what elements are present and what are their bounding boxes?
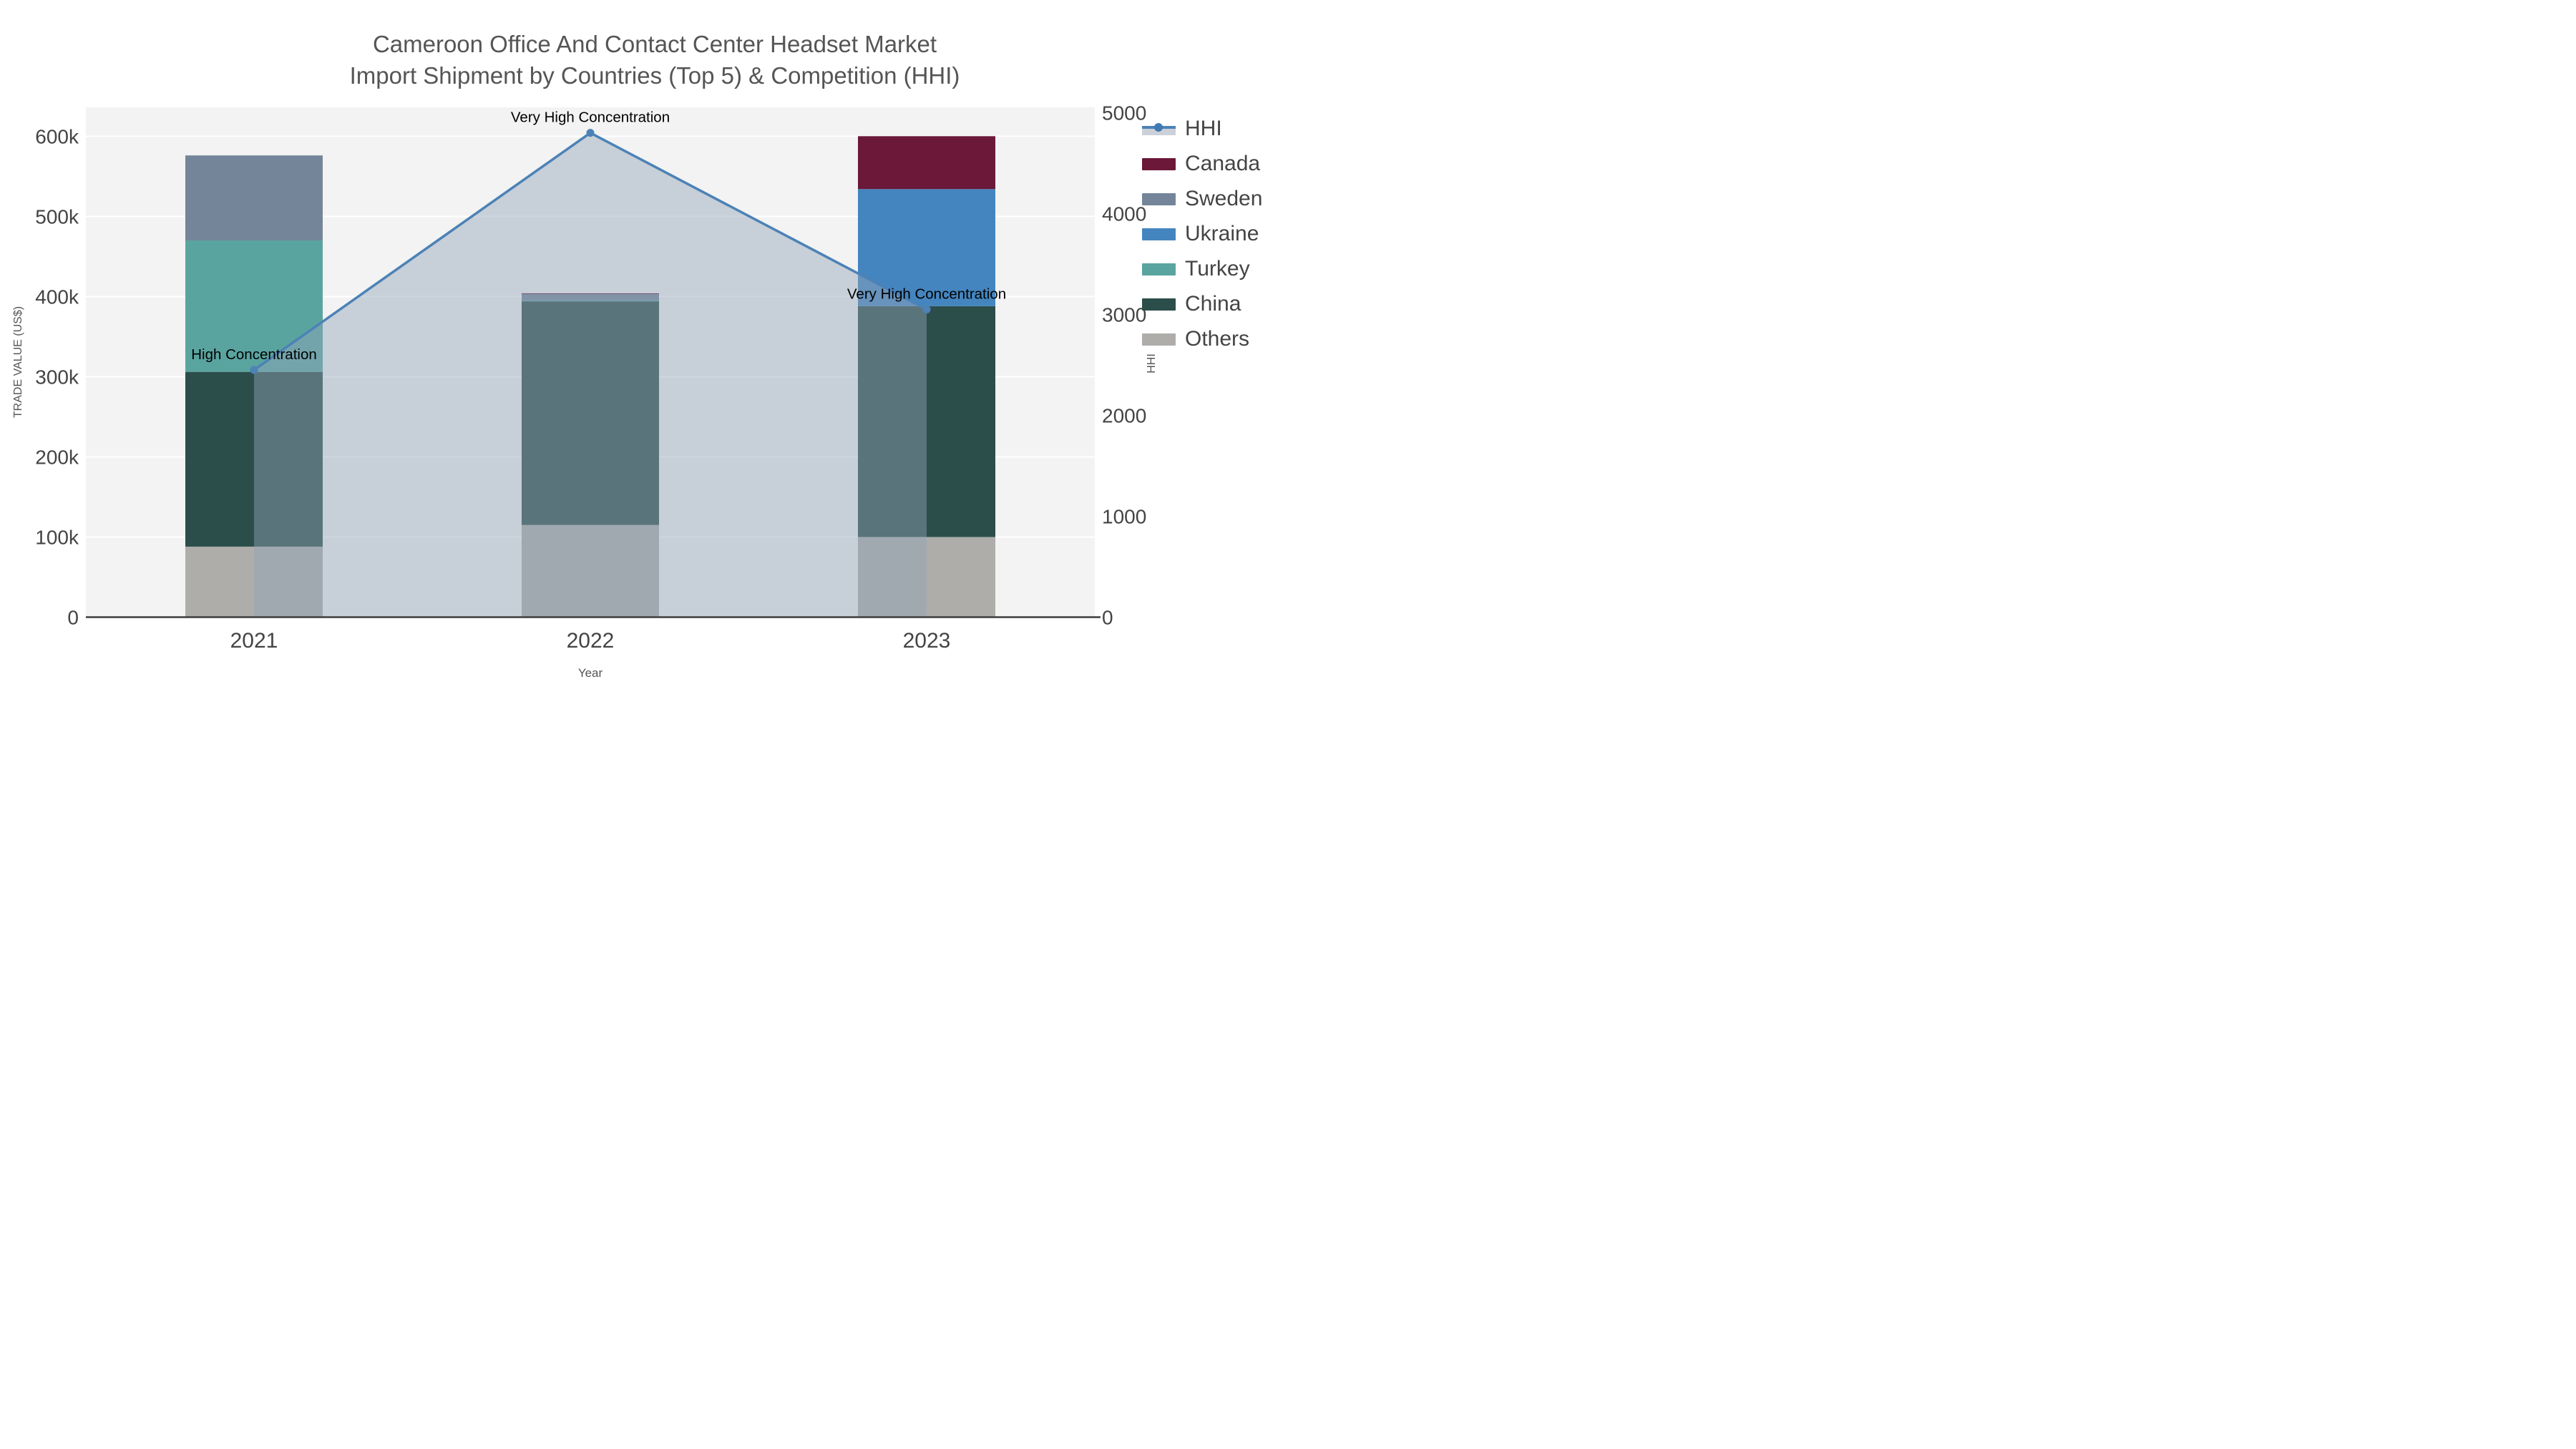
bar-segment-turkey-2021[interactable] — [185, 240, 323, 372]
bar-segment-sweden-2022[interactable] — [522, 294, 659, 301]
legend-color-swatch-icon — [1142, 333, 1176, 346]
legend-color-swatch-icon — [1142, 192, 1176, 205]
bar-segment-others-2023[interactable] — [858, 537, 995, 618]
legend-label: Ukraine — [1185, 222, 1259, 245]
y-left-axis-title: TRADE VALUE (US$) — [12, 306, 24, 418]
y-right-tick-label: 1000 — [1102, 505, 1146, 527]
legend-label: Others — [1185, 327, 1250, 351]
bar-segment-sweden-2021[interactable] — [185, 155, 323, 240]
y-left-tick-label: 300k — [35, 366, 79, 388]
bar-segment-china-2022[interactable] — [522, 301, 659, 525]
legend-label: China — [1185, 292, 1241, 316]
y-right-tick-label: 2000 — [1102, 404, 1146, 426]
legend-item-ukraine[interactable]: Ukraine — [1142, 220, 1262, 248]
legend-label: Turkey — [1185, 257, 1250, 280]
legend-item-hhi[interactable]: HHI — [1142, 114, 1262, 143]
legend-color-swatch-icon — [1142, 298, 1176, 311]
x-tick-label-2022: 2022 — [567, 629, 615, 653]
y-right-tick-label: 3000 — [1102, 303, 1146, 326]
chart-title: Cameroon Office And Contact Center Heads… — [0, 29, 1288, 92]
legend-label: Sweden — [1185, 187, 1263, 210]
y-left-tick-label: 500k — [35, 205, 79, 228]
hhi-area — [254, 132, 927, 618]
bar-segment-canada-2022[interactable] — [522, 293, 659, 295]
legend-color-swatch-icon — [1142, 228, 1176, 240]
legend-color-swatch-icon — [1142, 157, 1176, 170]
bar-segment-china-2021[interactable] — [185, 371, 323, 547]
y-left-tick-label: 200k — [35, 446, 79, 468]
y-right-tick-label: 0 — [1102, 607, 1113, 629]
hhi-line-swatch-icon — [1142, 121, 1176, 137]
hhi-marker-2021[interactable] — [250, 366, 258, 374]
bar-segment-others-2021[interactable] — [185, 546, 323, 618]
y-right-tick-label: 5000 — [1102, 102, 1146, 124]
bar-segment-others-2022[interactable] — [522, 525, 659, 618]
legend-item-canada[interactable]: Canada — [1142, 150, 1262, 178]
chart-title-line2: Import Shipment by Countries (Top 5) & C… — [349, 62, 960, 89]
chart-title-line1: Cameroon Office And Contact Center Heads… — [372, 31, 937, 57]
legend-item-turkey[interactable]: Turkey — [1142, 255, 1262, 283]
legend-item-others[interactable]: Others — [1142, 325, 1262, 353]
x-tick-label-2021: 2021 — [230, 629, 278, 653]
legend-color-swatch-icon — [1142, 263, 1176, 275]
annotation-2022: Very High Concentration — [511, 109, 670, 126]
hhi-marker-2023[interactable] — [922, 305, 931, 313]
y-left-tick-label: 100k — [35, 526, 79, 548]
annotation-2021: High Concentration — [191, 346, 317, 363]
y-right-tick-label: 4000 — [1102, 203, 1146, 225]
legend-item-china[interactable]: China — [1142, 290, 1262, 318]
bar-segment-china-2023[interactable] — [858, 306, 995, 537]
y-left-tick-label: 400k — [35, 286, 79, 308]
chart-figure: Cameroon Office And Contact Center Heads… — [0, 0, 1288, 724]
y-left-tick-label: 0 — [67, 607, 79, 629]
chart-svg: High Concentration Very High Concentratio… — [12, 102, 1158, 680]
legend: HHI Canada Sweden Ukraine Turkey China Others — [1142, 114, 1262, 353]
x-axis-title: Year — [578, 666, 603, 680]
hhi-marker-2022[interactable] — [586, 129, 595, 137]
x-tick-label-2023: 2023 — [903, 629, 951, 653]
bar-segment-canada-2023[interactable] — [858, 136, 995, 190]
annotation-2023: Very High Concentration — [847, 286, 1006, 302]
y-right-axis-title: HHI — [1146, 353, 1158, 374]
legend-label: Canada — [1185, 152, 1261, 175]
y-left-tick-label: 600k — [35, 125, 79, 147]
legend-item-sweden[interactable]: Sweden — [1142, 185, 1262, 213]
legend-label: HHI — [1185, 117, 1222, 140]
